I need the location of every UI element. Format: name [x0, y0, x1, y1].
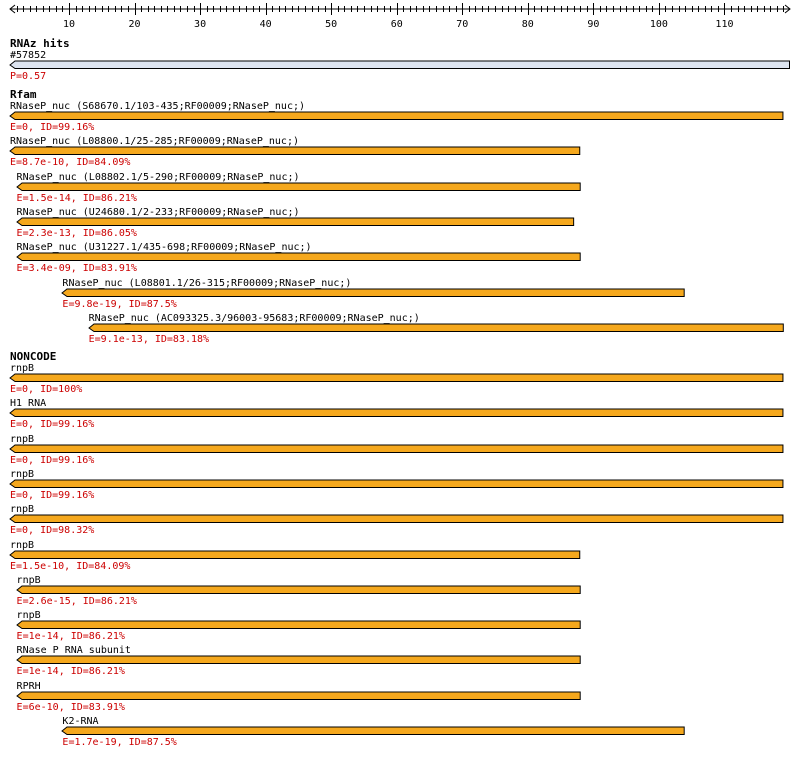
hit-label: rnpB [16, 610, 41, 622]
ruler-tick-label: 70 [456, 19, 468, 30]
hit-score: E=1e-14, ID=86.21% [16, 631, 125, 643]
hit-score: P=0.57 [10, 71, 47, 82]
ruler-left-arrow [9, 4, 16, 14]
hit-label: RPRH [16, 680, 41, 692]
ruler-tick-label: 40 [260, 19, 272, 30]
section-title-noncode: NONCODE [10, 350, 57, 363]
hit-label: #57852 [10, 50, 47, 61]
hit-score: E=2.3e-13, ID=86.05% [16, 227, 137, 239]
ruler-tick-label: 10 [63, 19, 75, 30]
hit-label: RNaseP_nuc (AC093325.3/96003-95683;RF000… [88, 312, 420, 324]
hit-score: E=0, ID=98.32% [10, 525, 95, 537]
hit-bar[interactable] [9, 550, 581, 559]
hit-bar[interactable] [9, 514, 784, 524]
ruler-tick-label: 20 [129, 19, 141, 30]
hit-bar[interactable] [15, 182, 581, 191]
hit-score: E=1e-14, ID=86.21% [16, 666, 125, 678]
hit-score: E=0, ID=99.16% [10, 419, 95, 431]
hit-bar[interactable] [9, 111, 784, 120]
hit-label: RNaseP_nuc (S68670.1/103-435;RF00009;RNa… [10, 101, 306, 112]
hit-bar[interactable] [15, 620, 581, 630]
hit-bar[interactable] [15, 217, 574, 226]
hit-score: E=1.5e-14, ID=86.21% [16, 192, 137, 204]
hit-label: rnpB [10, 363, 35, 374]
ruler-tick-label: 80 [522, 19, 534, 30]
hit-label: RNaseP_nuc (L08800.1/25-285;RF00009;RNas… [10, 136, 299, 148]
hit-score: E=9.8e-19, ID=87.5% [62, 298, 177, 310]
hit-bar[interactable] [61, 288, 686, 297]
hit-bar[interactable] [15, 252, 581, 262]
hit-score: E=3.4e-09, ID=83.91% [16, 263, 137, 275]
hit-score: E=1.7e-19, ID=87.5% [62, 737, 177, 748]
hit-bar[interactable] [9, 479, 784, 488]
hit-label: rnpB [10, 468, 35, 480]
hit-label: RNaseP_nuc (L08801.1/26-315;RF00009;RNas… [62, 277, 352, 289]
hit-label: rnpB [10, 539, 35, 551]
hit-score: E=6e-10, ID=83.91% [16, 701, 125, 713]
hit-label: rnpB [10, 433, 35, 445]
ruler-tick-label: 90 [587, 19, 599, 30]
hit-bar[interactable] [87, 323, 784, 332]
ruler-tick-label: 50 [325, 19, 337, 30]
hit-label: K2-RNA [62, 716, 99, 727]
hit-label: rnpB [16, 574, 41, 586]
hit-bar[interactable] [61, 726, 686, 735]
hit-score: E=8.7e-10, ID=84.09% [10, 157, 131, 169]
hit-bar[interactable] [15, 655, 581, 665]
rnaz-hit-bar[interactable] [9, 60, 790, 69]
hit-bar[interactable] [15, 585, 581, 594]
hit-score: E=2.6e-15, ID=86.21% [16, 595, 137, 607]
section-title-rnaz-hits: RNAz hits [10, 37, 70, 50]
hit-score: E=0, ID=99.16% [10, 122, 95, 133]
ruler-tick-label: 100 [650, 19, 668, 30]
hit-label: RNaseP_nuc (U31227.1/435-698;RF00009;RNa… [16, 242, 312, 254]
hit-label: H1 RNA [10, 398, 47, 410]
hit-score: E=0, ID=99.16% [10, 454, 95, 466]
coordinate-ruler: 10 20 30 40 50 60 70 80 90 100 110 [9, 3, 791, 30]
hit-label: RNaseP_nuc (L08802.1/5-290;RF00009;RNase… [16, 171, 300, 183]
hit-bar[interactable] [9, 373, 784, 382]
section-title-rfam: Rfam [10, 88, 37, 101]
ruler-tick-label: 60 [391, 19, 403, 30]
hit-label: rnpB [10, 504, 35, 516]
ruler-tick-label: 30 [194, 19, 206, 30]
hit-bar[interactable] [9, 408, 784, 418]
hit-score: E=1.5e-10, ID=84.09% [10, 560, 131, 572]
hit-label: RNase P RNA subunit [16, 645, 131, 657]
hit-score: E=0, ID=100% [10, 384, 83, 395]
ruler-tick-label: 110 [715, 19, 733, 30]
hit-score: E=9.1e-13, ID=83.18% [88, 333, 210, 345]
ruler-right-arrow [784, 4, 791, 14]
hit-label: RNaseP_nuc (U24680.1/2-233;RF00009;RNase… [16, 206, 300, 218]
hit-bar[interactable] [9, 146, 581, 156]
hit-bar[interactable] [15, 691, 581, 700]
hit-score: E=0, ID=99.16% [10, 489, 95, 501]
hit-bar[interactable] [9, 444, 784, 453]
